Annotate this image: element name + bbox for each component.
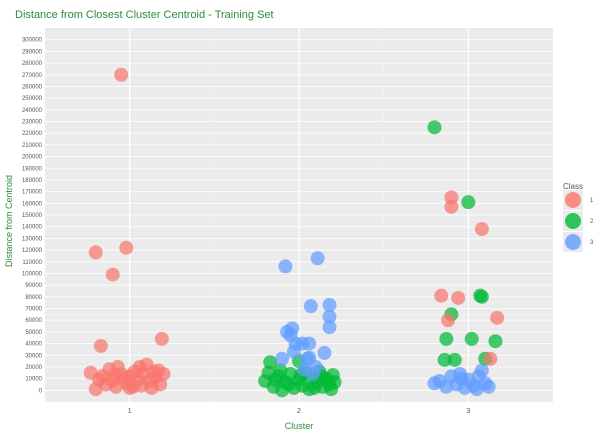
data-point-class-1 bbox=[444, 199, 459, 214]
y-tick-label: 220000 bbox=[22, 131, 43, 137]
data-point-class-1 bbox=[490, 310, 505, 325]
y-tick-label: 120000 bbox=[22, 248, 43, 254]
data-point-class-1 bbox=[119, 240, 134, 255]
data-point-class-1 bbox=[153, 377, 168, 392]
legend-key bbox=[565, 192, 581, 208]
data-point-class-1 bbox=[93, 338, 108, 353]
y-tick-label: 170000 bbox=[22, 190, 43, 196]
data-point-class-1 bbox=[483, 351, 498, 366]
data-point-class-1 bbox=[441, 313, 456, 328]
data-point-class-2 bbox=[273, 363, 288, 378]
data-point-class-1 bbox=[451, 290, 466, 305]
data-point-class-1 bbox=[107, 368, 122, 383]
y-tick-label: 240000 bbox=[22, 108, 43, 114]
data-point-class-1 bbox=[92, 372, 107, 387]
legend-key bbox=[565, 234, 581, 250]
legend-title: Class bbox=[563, 182, 583, 191]
chart-title: Distance from Closest Cluster Centroid -… bbox=[15, 9, 274, 21]
legend-key bbox=[565, 213, 581, 229]
y-tick-label: 30000 bbox=[25, 353, 42, 359]
data-point-class-3 bbox=[322, 320, 337, 335]
data-point-class-1 bbox=[105, 267, 120, 282]
data-point-class-2 bbox=[488, 334, 503, 349]
y-tick-label: 50000 bbox=[25, 330, 42, 336]
y-tick-label: 90000 bbox=[25, 283, 42, 289]
data-point-class-2 bbox=[427, 120, 442, 135]
y-tick-label: 70000 bbox=[25, 307, 42, 313]
y-tick-label: 40000 bbox=[25, 342, 42, 348]
data-point-class-2 bbox=[474, 289, 489, 304]
x-axis-title: Cluster bbox=[285, 421, 314, 431]
legend-label: 3 bbox=[590, 240, 594, 246]
data-point-class-2 bbox=[320, 373, 335, 388]
data-point-class-1 bbox=[122, 380, 137, 395]
data-point-class-2 bbox=[307, 380, 322, 395]
x-axis-ticks: 1 2 3 bbox=[128, 408, 471, 415]
y-tick-label: 140000 bbox=[22, 225, 43, 231]
data-point-class-3 bbox=[469, 382, 484, 397]
y-tick-label: 80000 bbox=[25, 295, 42, 301]
x-tick-label: 3 bbox=[466, 408, 470, 415]
data-point-class-2 bbox=[439, 331, 454, 346]
data-point-class-3 bbox=[474, 363, 489, 378]
data-point-class-1 bbox=[154, 331, 169, 346]
data-point-class-3 bbox=[322, 297, 337, 312]
y-tick-label: 180000 bbox=[22, 178, 43, 184]
data-point-class-1 bbox=[474, 222, 489, 237]
data-point-class-3 bbox=[278, 259, 293, 274]
y-tick-label: 110000 bbox=[22, 260, 42, 266]
data-point-class-3 bbox=[303, 299, 318, 314]
data-point-class-1 bbox=[132, 359, 147, 374]
y-tick-label: 60000 bbox=[25, 318, 42, 324]
y-tick-label: 280000 bbox=[22, 61, 43, 67]
y-tick-label: 270000 bbox=[22, 73, 43, 79]
data-point-class-2 bbox=[281, 377, 296, 392]
data-point-class-2 bbox=[263, 355, 278, 370]
data-point-class-3 bbox=[302, 350, 317, 365]
y-tick-label: 20000 bbox=[25, 365, 42, 371]
y-axis-title: Distance from Centroid bbox=[4, 175, 14, 267]
data-point-class-1 bbox=[146, 364, 161, 379]
data-point-class-1 bbox=[434, 288, 449, 303]
y-tick-label: 150000 bbox=[22, 213, 43, 219]
x-tick-label: 2 bbox=[297, 408, 301, 415]
data-point-class-3 bbox=[322, 309, 337, 324]
y-tick-label: 100000 bbox=[22, 271, 43, 277]
data-point-class-2 bbox=[437, 352, 452, 367]
data-point-class-3 bbox=[286, 344, 301, 359]
y-tick-label: 190000 bbox=[22, 166, 43, 172]
legend-label: 2 bbox=[590, 219, 594, 225]
data-point-class-3 bbox=[481, 379, 496, 394]
y-tick-label: 300000 bbox=[22, 38, 43, 44]
legend-label: 1 bbox=[590, 198, 594, 204]
y-tick-label: 160000 bbox=[22, 201, 43, 207]
y-tick-label: 260000 bbox=[22, 84, 43, 90]
y-tick-label: 290000 bbox=[22, 49, 43, 55]
data-point-class-1 bbox=[88, 245, 103, 260]
y-axis-ticks: 0 10000 20000 30000 40000 50000 60000 70000 8000… bbox=[22, 38, 43, 395]
data-point-class-2 bbox=[447, 352, 462, 367]
y-tick-label: 130000 bbox=[22, 236, 43, 242]
data-point-class-2 bbox=[461, 195, 476, 210]
data-point-class-3 bbox=[317, 345, 332, 360]
data-point-class-3 bbox=[310, 251, 325, 266]
data-point-class-3 bbox=[452, 366, 467, 381]
data-point-class-1 bbox=[114, 67, 129, 82]
data-points bbox=[83, 67, 505, 398]
y-tick-label: 210000 bbox=[22, 143, 43, 149]
data-point-class-2 bbox=[464, 331, 479, 346]
x-tick-label: 1 bbox=[128, 408, 132, 415]
y-tick-label: 0 bbox=[39, 388, 43, 394]
y-tick-label: 200000 bbox=[22, 155, 43, 161]
legend: Class 1 2 3 bbox=[563, 182, 594, 252]
data-point-class-3 bbox=[275, 351, 290, 366]
data-point-class-3 bbox=[297, 362, 312, 377]
y-tick-label: 230000 bbox=[22, 120, 43, 126]
y-tick-label: 250000 bbox=[22, 96, 43, 102]
data-point-class-3 bbox=[302, 336, 317, 351]
y-tick-label: 10000 bbox=[25, 377, 42, 383]
